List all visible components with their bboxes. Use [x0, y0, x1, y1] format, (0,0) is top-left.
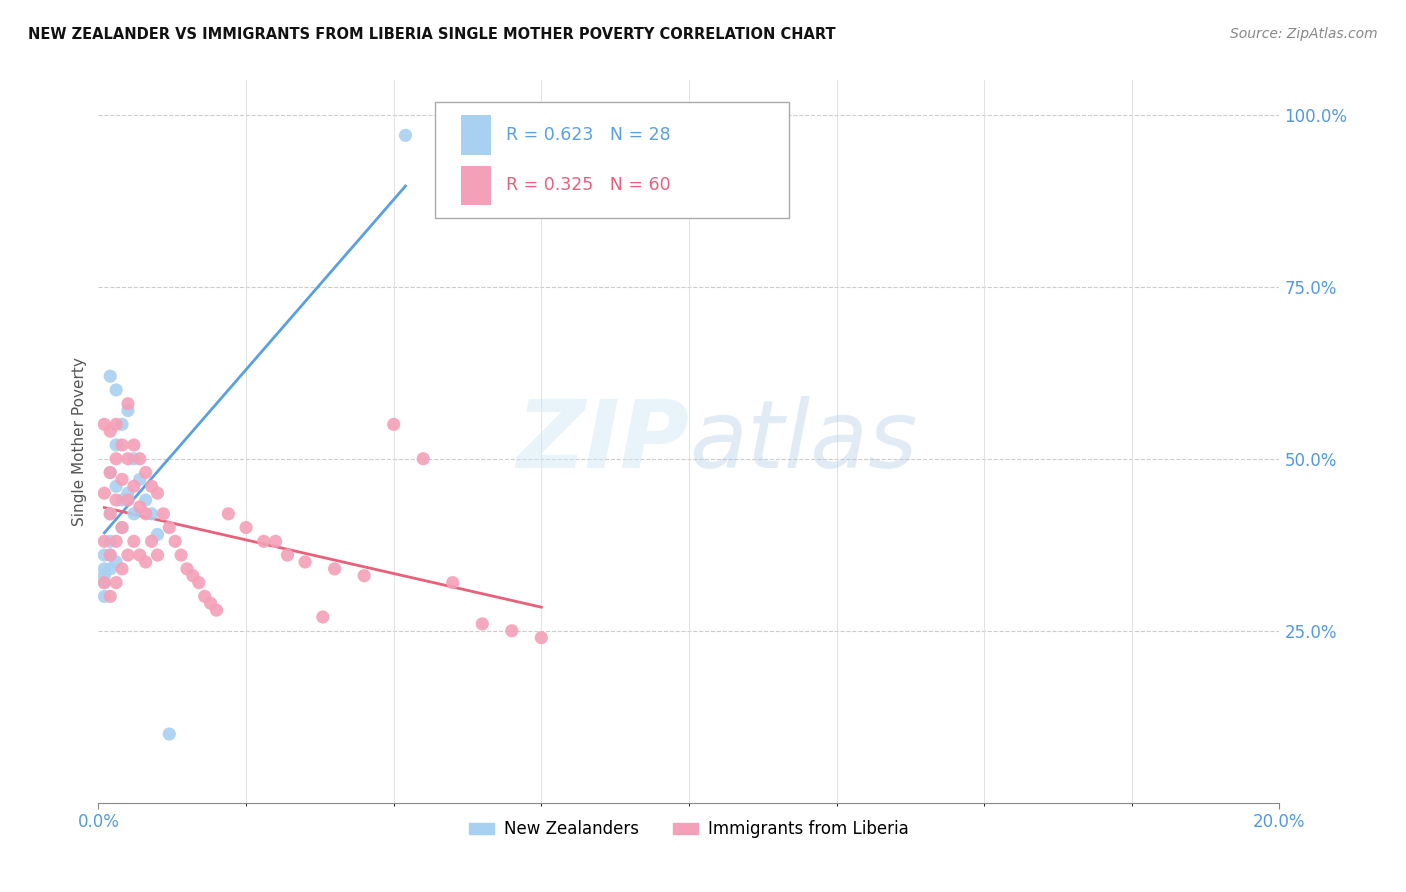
Point [194, 590, 217, 604]
Point [93, 575, 115, 590]
Point [200, 596, 222, 610]
Point [105, 383, 128, 397]
Point [135, 466, 157, 480]
Point [117, 397, 139, 411]
Point [382, 417, 405, 432]
Point [111, 417, 134, 432]
Point [111, 472, 134, 486]
Point [135, 555, 157, 569]
Text: atlas: atlas [689, 396, 917, 487]
Point [93, 575, 115, 590]
Point [264, 534, 287, 549]
Point [135, 493, 157, 508]
Point [105, 555, 128, 569]
Point [98, 507, 121, 521]
Point [98, 548, 121, 562]
Point [93, 590, 115, 604]
Point [471, 616, 494, 631]
Point [353, 568, 375, 582]
Point [217, 507, 239, 521]
Point [98, 507, 121, 521]
Point [98, 369, 121, 384]
Point [117, 493, 139, 508]
Point [253, 534, 276, 549]
Text: R = 0.325   N = 60: R = 0.325 N = 60 [506, 177, 671, 194]
Point [117, 451, 139, 466]
Text: Source: ZipAtlas.com: Source: ZipAtlas.com [1230, 27, 1378, 41]
Text: ZIP: ZIP [516, 395, 689, 488]
Point [98, 548, 121, 562]
Point [111, 520, 134, 534]
Point [312, 610, 335, 624]
Point [93, 562, 115, 576]
Point [93, 568, 115, 582]
Point [530, 631, 553, 645]
Point [146, 486, 169, 500]
Point [157, 520, 180, 534]
Legend: New Zealanders, Immigrants from Liberia: New Zealanders, Immigrants from Liberia [463, 814, 915, 845]
Point [205, 603, 228, 617]
Point [146, 548, 169, 562]
Point [394, 128, 416, 143]
Point [98, 562, 121, 576]
Point [146, 527, 169, 541]
Point [111, 493, 134, 508]
Point [141, 534, 163, 549]
Point [135, 507, 157, 521]
Point [117, 403, 139, 417]
Point [105, 417, 128, 432]
Text: R = 0.623   N = 28: R = 0.623 N = 28 [506, 126, 671, 144]
Point [122, 507, 145, 521]
Point [111, 520, 134, 534]
Point [98, 534, 121, 549]
Point [412, 451, 434, 466]
Point [128, 451, 150, 466]
Point [181, 568, 204, 582]
Point [111, 438, 134, 452]
Point [141, 479, 163, 493]
Point [176, 562, 198, 576]
Point [117, 548, 139, 562]
Point [170, 548, 193, 562]
Point [501, 624, 523, 638]
Point [105, 534, 128, 549]
Point [128, 500, 150, 514]
Point [93, 417, 115, 432]
Point [98, 590, 121, 604]
FancyBboxPatch shape [461, 166, 491, 205]
Point [294, 555, 316, 569]
Point [105, 451, 128, 466]
Point [152, 507, 174, 521]
Point [105, 575, 128, 590]
Point [98, 424, 121, 438]
Text: NEW ZEALANDER VS IMMIGRANTS FROM LIBERIA SINGLE MOTHER POVERTY CORRELATION CHART: NEW ZEALANDER VS IMMIGRANTS FROM LIBERIA… [28, 27, 835, 42]
Y-axis label: Single Mother Poverty: Single Mother Poverty [72, 357, 87, 526]
Point [235, 520, 257, 534]
Point [128, 472, 150, 486]
Point [441, 575, 464, 590]
Point [105, 493, 128, 508]
Point [93, 534, 115, 549]
Point [93, 548, 115, 562]
FancyBboxPatch shape [461, 115, 491, 154]
FancyBboxPatch shape [434, 102, 789, 218]
Point [98, 466, 121, 480]
Point [165, 534, 187, 549]
Point [122, 438, 145, 452]
Point [276, 548, 298, 562]
Point [105, 438, 128, 452]
Point [323, 562, 346, 576]
Point [157, 727, 180, 741]
Point [122, 451, 145, 466]
Point [141, 507, 163, 521]
Point [117, 486, 139, 500]
Point [98, 466, 121, 480]
Point [93, 486, 115, 500]
Point [122, 479, 145, 493]
Point [111, 562, 134, 576]
Point [128, 548, 150, 562]
Point [187, 575, 209, 590]
Point [122, 534, 145, 549]
Point [105, 479, 128, 493]
